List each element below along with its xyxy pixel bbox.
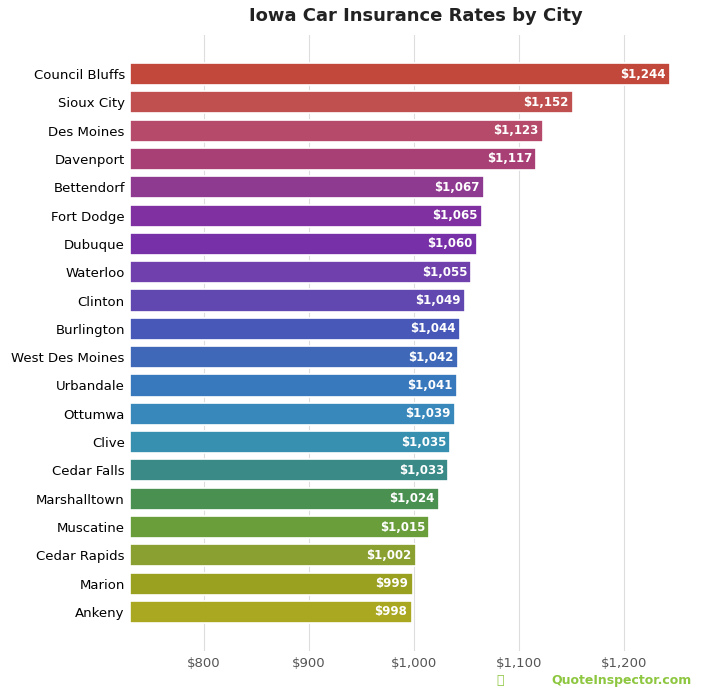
Bar [130, 176, 484, 198]
Text: $1,049: $1,049 [416, 294, 461, 307]
Bar [130, 148, 536, 170]
Bar [130, 374, 457, 396]
Bar [130, 233, 476, 255]
Text: $1,041: $1,041 [407, 379, 452, 392]
Bar [130, 261, 471, 284]
Text: $1,152: $1,152 [523, 96, 569, 109]
Text: $998: $998 [374, 606, 408, 619]
Bar [130, 204, 482, 227]
Bar [130, 91, 573, 113]
Bar [130, 346, 458, 368]
Text: $1,117: $1,117 [487, 153, 532, 165]
Text: $999: $999 [376, 577, 408, 590]
Text: $1,033: $1,033 [399, 464, 444, 477]
Text: $1,055: $1,055 [421, 266, 467, 279]
Bar [130, 318, 460, 340]
Text: $1,015: $1,015 [380, 521, 425, 533]
Bar [130, 402, 455, 425]
Bar [130, 601, 411, 623]
Bar [130, 516, 429, 538]
Text: $1,044: $1,044 [411, 322, 455, 335]
Text: $1,042: $1,042 [408, 351, 453, 364]
Bar [130, 545, 416, 566]
Bar [130, 488, 439, 510]
Text: $1,002: $1,002 [366, 549, 411, 562]
Bar [130, 63, 670, 85]
Text: $1,067: $1,067 [434, 181, 480, 194]
Bar [130, 459, 448, 482]
Bar [130, 290, 465, 312]
Text: $1,244: $1,244 [620, 67, 665, 80]
Text: $1,024: $1,024 [390, 492, 434, 505]
Text: $1,065: $1,065 [432, 209, 478, 222]
Text: Ⓠ: Ⓠ [496, 674, 503, 687]
Bar [130, 120, 543, 141]
Text: QuoteInspector.com: QuoteInspector.com [551, 674, 691, 687]
Title: Iowa Car Insurance Rates by City: Iowa Car Insurance Rates by City [250, 7, 583, 25]
Bar [130, 573, 413, 595]
Text: $1,123: $1,123 [493, 124, 539, 137]
Text: $1,035: $1,035 [401, 435, 446, 449]
Text: $1,039: $1,039 [405, 407, 450, 420]
Bar [130, 431, 450, 453]
Text: $1,060: $1,060 [427, 237, 473, 251]
